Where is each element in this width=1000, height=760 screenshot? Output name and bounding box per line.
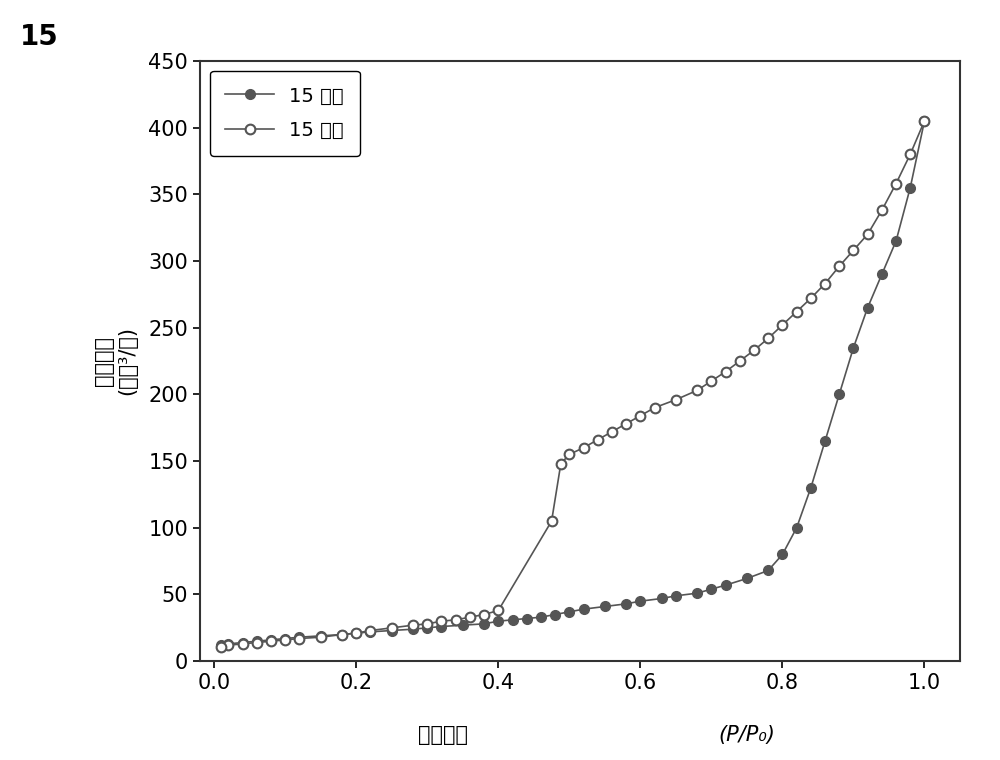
15 脱附 — [546, 517, 558, 526]
15 脱附 — [563, 450, 575, 459]
15 脱附 — [464, 613, 476, 622]
Legend: 15 吸附, 15 脱附: 15 吸附, 15 脱附 — [210, 71, 360, 156]
Y-axis label: 吸附体积
(厘米³/克): 吸附体积 (厘米³/克) — [94, 327, 137, 395]
15 吸附 — [578, 605, 590, 614]
15 脱附 — [620, 420, 632, 429]
15 脱附 — [555, 459, 567, 468]
15 脱附 — [819, 279, 831, 288]
15 吸附 — [620, 600, 632, 609]
15 脱附 — [904, 150, 916, 159]
15 吸附 — [819, 436, 831, 445]
15 脱附 — [350, 629, 362, 638]
15 吸附 — [634, 597, 646, 606]
15 吸附 — [918, 116, 930, 125]
15 脱附 — [265, 637, 277, 646]
15 脱附 — [386, 623, 398, 632]
15 吸附 — [862, 303, 874, 312]
15 脱附 — [918, 116, 930, 125]
Text: 15: 15 — [20, 23, 59, 51]
15 脱附 — [670, 395, 682, 404]
15 脱附 — [237, 639, 249, 648]
15 吸附 — [890, 236, 902, 245]
15 脱附 — [890, 179, 902, 188]
15 脱附 — [279, 635, 291, 644]
15 脱附 — [407, 621, 419, 630]
15 吸附 — [478, 619, 490, 629]
Line: 15 脱附: 15 脱附 — [216, 116, 929, 651]
15 吸附 — [791, 523, 803, 532]
15 吸附 — [833, 390, 845, 399]
15 脱附 — [215, 642, 227, 651]
15 吸附 — [222, 639, 234, 648]
15 吸附 — [421, 623, 433, 632]
15 脱附 — [421, 619, 433, 629]
15 脱附 — [364, 626, 376, 635]
15 脱附 — [315, 632, 327, 641]
15 脱附 — [691, 386, 703, 395]
15 吸附 — [435, 622, 447, 631]
15 脱附 — [222, 641, 234, 650]
15 脱附 — [251, 638, 263, 647]
15 脱附 — [847, 245, 859, 255]
15 脱附 — [492, 606, 504, 615]
15 吸附 — [350, 629, 362, 638]
15 脱附 — [762, 334, 774, 343]
15 吸附 — [507, 616, 519, 625]
15 吸附 — [407, 625, 419, 634]
15 脱附 — [578, 443, 590, 452]
15 脱附 — [649, 403, 661, 412]
15 吸附 — [364, 627, 376, 636]
15 脱附 — [478, 610, 490, 619]
15 吸附 — [720, 581, 732, 590]
Line: 15 吸附: 15 吸附 — [216, 116, 929, 650]
15 吸附 — [457, 621, 469, 630]
15 吸附 — [215, 641, 227, 650]
15 吸附 — [599, 602, 611, 611]
15 吸附 — [492, 616, 504, 625]
15 吸附 — [847, 343, 859, 352]
15 吸附 — [691, 588, 703, 597]
15 吸附 — [705, 584, 717, 594]
15 吸附 — [805, 483, 817, 492]
15 脱附 — [748, 346, 760, 355]
15 脱附 — [862, 230, 874, 239]
15 脱附 — [606, 427, 618, 436]
15 脱附 — [776, 321, 788, 330]
15 吸附 — [904, 183, 916, 192]
15 吸附 — [670, 591, 682, 600]
15 脱附 — [450, 616, 462, 625]
15 吸附 — [251, 637, 263, 646]
15 吸附 — [279, 634, 291, 643]
15 脱附 — [833, 261, 845, 271]
15 脱附 — [791, 307, 803, 316]
15 吸附 — [521, 614, 533, 623]
Text: (P/P₀): (P/P₀) — [719, 725, 776, 745]
15 吸附 — [776, 550, 788, 559]
15 脱附 — [435, 616, 447, 625]
15 脱附 — [734, 356, 746, 366]
15 脱附 — [705, 376, 717, 385]
15 吸附 — [741, 574, 753, 583]
15 吸附 — [656, 594, 668, 603]
15 脱附 — [293, 634, 305, 643]
15 吸附 — [563, 607, 575, 616]
15 脱附 — [634, 411, 646, 420]
Text: 相对压力: 相对压力 — [418, 725, 468, 745]
15 吸附 — [876, 270, 888, 279]
15 吸附 — [535, 613, 547, 622]
15 脱附 — [720, 367, 732, 376]
15 吸附 — [237, 638, 249, 647]
15 脱附 — [876, 206, 888, 215]
15 脱附 — [592, 435, 604, 445]
15 吸附 — [762, 566, 774, 575]
15 吸附 — [315, 632, 327, 641]
15 脱附 — [336, 630, 348, 639]
15 吸附 — [549, 610, 561, 619]
15 吸附 — [386, 626, 398, 635]
15 吸附 — [293, 632, 305, 641]
15 脱附 — [805, 293, 817, 302]
15 吸附 — [265, 635, 277, 644]
15 吸附 — [336, 630, 348, 639]
